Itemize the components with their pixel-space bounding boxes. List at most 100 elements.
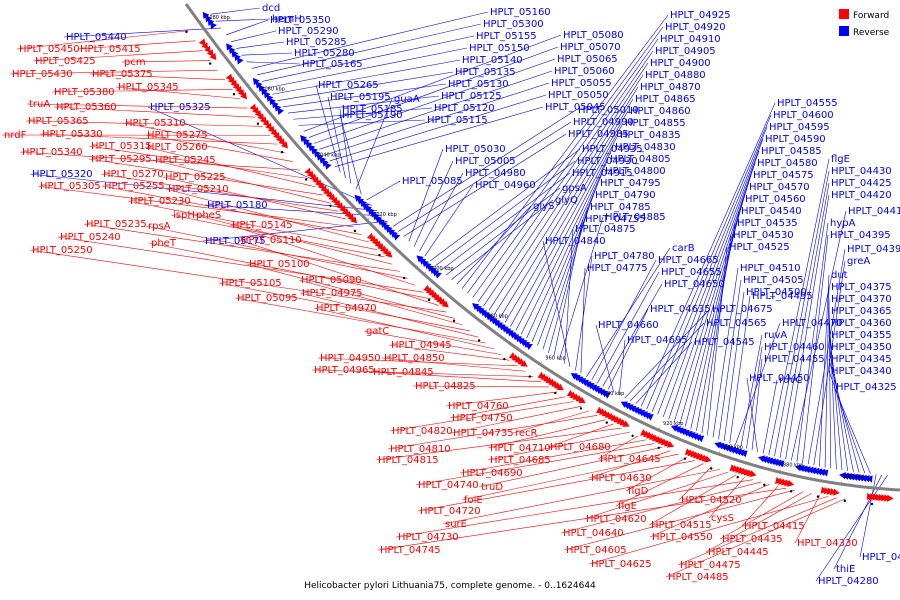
gene-label[interactable]: thiE bbox=[836, 564, 855, 575]
gene-label[interactable]: HPLT_04485 bbox=[668, 572, 729, 583]
gene-label[interactable]: HPLT_04990 bbox=[573, 117, 634, 128]
gene-label[interactable]: HPLT_04645 bbox=[600, 454, 661, 465]
gene-label[interactable]: HPLT_05180 bbox=[207, 200, 268, 211]
gene-label[interactable]: HPLT_05135 bbox=[455, 67, 516, 78]
gene-label[interactable]: HPLT_04450 bbox=[749, 373, 810, 384]
gene-label[interactable]: HPLT_04360 bbox=[831, 318, 892, 329]
gene-label[interactable]: HPLT_05280 bbox=[294, 48, 355, 59]
gene-label[interactable]: HPLT_05265 bbox=[318, 80, 379, 91]
gene-label[interactable]: flgE bbox=[618, 501, 637, 512]
gene-label[interactable]: HPLT_04935 bbox=[582, 144, 643, 155]
gene-label[interactable]: HPLT_04740 bbox=[418, 480, 479, 491]
gene-label[interactable]: HPLT_05365 bbox=[28, 116, 89, 127]
gene-label[interactable]: HPLT_04790 bbox=[595, 190, 656, 201]
gene-label[interactable]: HPLT_04655 bbox=[661, 267, 722, 278]
gene-label[interactable]: HPLT_05185 bbox=[342, 104, 403, 115]
gene-label[interactable]: HPLT_05165 bbox=[302, 59, 363, 70]
gene-label[interactable]: HPLT_04975 bbox=[302, 288, 363, 299]
gene-label[interactable]: HPLT_05255 bbox=[104, 181, 165, 192]
gene-label[interactable]: HPLT_05085 bbox=[402, 176, 463, 187]
gene-label[interactable]: surE bbox=[445, 519, 467, 530]
gene-label[interactable]: HPLT_04460 bbox=[764, 342, 825, 353]
gene-label[interactable]: HPLT_04425 bbox=[831, 178, 892, 189]
gene-label[interactable]: HPLT_04605 bbox=[566, 545, 627, 556]
gene-label[interactable]: truD bbox=[481, 482, 503, 493]
gene-label[interactable]: HPLT_05300 bbox=[483, 19, 544, 30]
gene-label[interactable]: HPLT_04620 bbox=[586, 514, 647, 525]
gene-label[interactable]: gatC bbox=[366, 326, 389, 337]
gene-label[interactable]: HPLT_05290 bbox=[278, 26, 339, 37]
gene-label[interactable]: HPLT_04435 bbox=[722, 534, 783, 545]
gene-label[interactable]: HPLT_04365 bbox=[831, 306, 892, 317]
gene-label[interactable]: HPLT_04785 bbox=[590, 202, 651, 213]
gene-label[interactable]: HPLT_04980 bbox=[465, 168, 526, 179]
gene-label[interactable]: HPLT_04710 bbox=[490, 443, 551, 454]
gene-label[interactable]: HPLT_04585 bbox=[761, 146, 822, 157]
gene-label[interactable]: HPLT_05160 bbox=[490, 7, 551, 18]
gene-label[interactable]: HPLT_04745 bbox=[380, 545, 441, 556]
gene-label[interactable]: HPLT_04880 bbox=[645, 70, 706, 81]
gene-label[interactable]: HPLT_04635 bbox=[650, 304, 711, 315]
gene-label[interactable]: HPLT_04965 bbox=[314, 365, 375, 376]
gene-label[interactable]: HPLT_04910 bbox=[660, 34, 721, 45]
gene-label[interactable]: HPLT_04810 bbox=[390, 444, 451, 455]
gene-label[interactable]: HPLT_04830 bbox=[615, 142, 676, 153]
gene-label[interactable]: HPLT_04410 bbox=[848, 206, 900, 217]
gene-label[interactable]: hypA bbox=[830, 218, 856, 229]
gene-label[interactable]: HPLT_04800 bbox=[605, 166, 666, 177]
gene-label[interactable]: HPLT_05325 bbox=[150, 102, 211, 113]
gene-label[interactable]: HPLT_05120 bbox=[434, 103, 495, 114]
gene-label[interactable]: HPLT_05310 bbox=[125, 118, 186, 129]
gene-label[interactable]: HPLT_04455 bbox=[764, 354, 825, 365]
gene-label[interactable]: HPLT_04330 bbox=[797, 538, 858, 549]
gene-label[interactable]: HPLT_04630 bbox=[591, 473, 652, 484]
gene-label[interactable]: pheT bbox=[151, 238, 177, 249]
gene-label[interactable]: HPLT_05425 bbox=[35, 56, 96, 67]
gene-label[interactable]: HPLT_04515 bbox=[651, 520, 712, 531]
gene-label[interactable]: HPLT_04695 bbox=[627, 335, 688, 346]
gene-label[interactable]: HPLT_05245 bbox=[155, 155, 216, 166]
gene-label[interactable]: HPLT_04475 bbox=[680, 560, 741, 571]
gene-label[interactable]: HPLT_05150 bbox=[469, 43, 530, 54]
gene-label[interactable]: HPLT_04755 bbox=[585, 214, 646, 225]
gene-label[interactable]: HPLT_05125 bbox=[441, 91, 502, 102]
gene-label[interactable]: HPLT_04570 bbox=[749, 182, 810, 193]
gene-label[interactable]: HPLT_04575 bbox=[753, 170, 814, 181]
gene-label[interactable]: nrdF bbox=[4, 130, 27, 141]
gene-label[interactable]: HPLT_05195 bbox=[330, 92, 391, 103]
gene-label[interactable]: HPLT_04355 bbox=[831, 330, 892, 341]
gene-label[interactable]: HPLT_04430 bbox=[831, 166, 892, 177]
gene-label[interactable]: HPLT_05375 bbox=[92, 69, 153, 80]
gene-label[interactable]: HPLT_05295 bbox=[91, 154, 152, 165]
gene-label[interactable]: HPLT_04835 bbox=[620, 130, 681, 141]
gene-label[interactable]: HPLT_05415 bbox=[80, 44, 141, 55]
gene-label[interactable]: HPLT_05260 bbox=[147, 142, 208, 153]
gene-label[interactable]: HPLT_04520 bbox=[681, 495, 742, 506]
gene-label[interactable]: HPLT_04795 bbox=[600, 178, 661, 189]
gene-label[interactable]: HPLT_04905 bbox=[655, 46, 716, 57]
gene-label[interactable]: HPLT_04925 bbox=[670, 10, 731, 21]
gene-label[interactable]: HPLT_04665 bbox=[658, 255, 719, 266]
gene-label[interactable]: HPLT_05145 bbox=[232, 220, 293, 231]
gene-label[interactable]: HPLT_04780 bbox=[594, 251, 655, 262]
gene-label[interactable]: HPLT_04735 bbox=[453, 428, 514, 439]
gene-label[interactable]: flgE bbox=[831, 154, 850, 165]
gene-label[interactable]: flgD bbox=[628, 486, 649, 497]
gene-label[interactable]: HPLT_04985 bbox=[568, 129, 629, 140]
gene-label[interactable]: HPLT_04730 bbox=[398, 532, 459, 543]
gene-label[interactable]: rpsA bbox=[148, 221, 171, 232]
gene-label[interactable]: HPLT_04280 bbox=[818, 576, 879, 587]
gene-label[interactable]: HPLT_04870 bbox=[640, 82, 701, 93]
gene-label[interactable]: ruvC bbox=[779, 375, 802, 386]
gene-label[interactable]: HPLT_04875 bbox=[575, 224, 636, 235]
gene-label[interactable]: HPLT_04950 bbox=[320, 353, 381, 364]
gene-label[interactable]: HPLT_05315 bbox=[91, 141, 152, 152]
gene-label[interactable]: HPLT_05340 bbox=[22, 147, 83, 158]
gene-label[interactable]: HPLT_04340 bbox=[831, 366, 892, 377]
gene-label[interactable]: cysS bbox=[711, 513, 734, 524]
gene-label[interactable]: HPLT_04325 bbox=[836, 382, 897, 393]
gene-label[interactable]: HPLT_05100 bbox=[249, 259, 310, 270]
gene-label[interactable]: HPLT_04545 bbox=[694, 337, 755, 348]
gene-label[interactable]: HPLT_04675 bbox=[712, 304, 773, 315]
gene-label[interactable]: HPLT_04560 bbox=[745, 194, 806, 205]
